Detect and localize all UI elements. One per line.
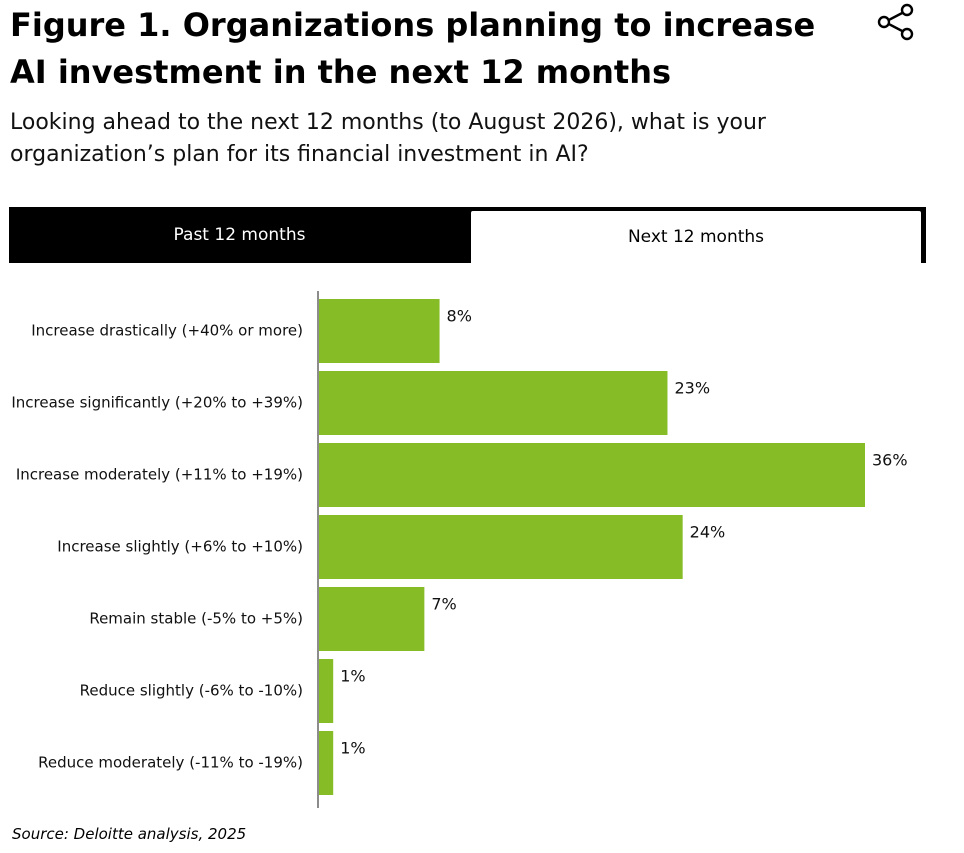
bar xyxy=(318,371,668,435)
figure-title: Figure 1. Organizations planning to incr… xyxy=(10,6,816,91)
category-label: Reduce moderately (-11% to -19%) xyxy=(38,754,303,772)
tab-next-12-months[interactable]: Next 12 months xyxy=(471,211,921,263)
category-label: Increase drastically (+40% or more) xyxy=(31,322,303,340)
value-label: 23% xyxy=(674,379,710,398)
category-label: Increase slightly (+6% to +10%) xyxy=(57,538,303,556)
category-label: Remain stable (-5% to +5%) xyxy=(89,610,303,628)
category-label: Reduce slightly (-6% to -10%) xyxy=(80,682,303,700)
figure-subtitle: Looking ahead to the next 12 months (to … xyxy=(10,110,766,167)
tab-past-12-months[interactable]: Past 12 months xyxy=(173,225,306,245)
value-label: 7% xyxy=(431,595,456,614)
category-label: Increase significantly (+20% to +39%) xyxy=(11,394,303,412)
share-icon xyxy=(877,3,914,41)
value-label: 1% xyxy=(340,667,365,686)
value-label: 8% xyxy=(447,307,472,326)
bar xyxy=(318,659,334,723)
value-label: 1% xyxy=(340,739,365,758)
bar xyxy=(318,587,425,651)
category-label: Increase moderately (+11% to +19%) xyxy=(16,466,303,484)
share-button[interactable] xyxy=(874,2,918,42)
source-note: Source: Deloitte analysis, 2025 xyxy=(12,825,247,843)
value-label: 36% xyxy=(872,451,908,470)
tab-bar: Past 12 months Next 12 months xyxy=(9,207,926,263)
value-label: 24% xyxy=(690,523,726,542)
bar xyxy=(318,443,865,507)
bar xyxy=(318,731,334,795)
bar xyxy=(318,515,683,579)
bar xyxy=(318,299,440,363)
bar-chart: Increase drastically (+40% or more) 8% Inc… xyxy=(11,291,908,808)
